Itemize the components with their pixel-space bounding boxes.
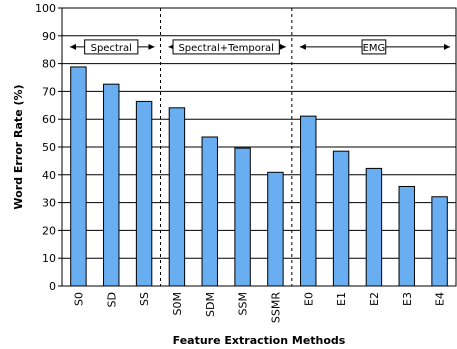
y-axis-title: Word Error Rate (%) (12, 84, 25, 209)
x-tick-label: SSM (237, 292, 250, 315)
bar-ssm (234, 147, 251, 287)
x-tick-label: E3 (401, 292, 414, 306)
bar-s0 (70, 66, 87, 287)
x-tick-label: SDM (204, 292, 217, 317)
bar-ssmr (267, 171, 284, 287)
group-arrow-head-left (299, 43, 306, 50)
bar-ss (135, 100, 153, 287)
x-tick-labels: S0 SD SS S0M SDM SSM SSMR E0 E1 E2 E3 E4 (72, 292, 446, 323)
y-tick-label: 50 (42, 141, 56, 154)
group-label-box (84, 39, 139, 55)
group-separators (160, 8, 293, 286)
group-arrow-head-right (444, 43, 450, 50)
bar-sd (103, 83, 120, 287)
x-tick-label: E1 (335, 292, 348, 306)
y-tick-label: 20 (42, 224, 56, 237)
y-tick-label: 100 (35, 2, 56, 15)
bars (70, 66, 448, 287)
bar-s0m (168, 107, 186, 287)
y-tick-label: 0 (49, 280, 56, 293)
group-arrow-head-right (279, 43, 286, 50)
group-label-box (172, 39, 280, 55)
group-arrow-head-right (148, 43, 155, 50)
y-tick-label: 90 (42, 30, 56, 43)
bar-e3 (398, 185, 415, 287)
x-tick-label: S0 (72, 292, 85, 306)
bar-e1 (332, 150, 350, 287)
x-tick-label: SSMR (269, 292, 282, 323)
x-tick-label: E2 (368, 292, 381, 306)
y-tick-label: 40 (42, 169, 56, 182)
x-axis-title: Feature Extraction Methods (173, 334, 346, 347)
x-tick-label: SS (138, 292, 151, 306)
y-tick-label: 30 (42, 197, 56, 210)
bar-sdm (201, 136, 218, 287)
group-label: Spectral+Temporal (178, 43, 273, 54)
y-tick-label: 80 (42, 58, 56, 71)
group-annotations: Spectral Spectral+Temporal EMG (70, 39, 450, 55)
x-tick-label: SD (105, 292, 118, 307)
x-tick-label: S0M (171, 292, 184, 315)
bar-e0 (300, 115, 317, 287)
group-label-box (361, 39, 387, 55)
y-tick-label: 70 (42, 85, 56, 98)
y-tick-label: 10 (42, 252, 56, 265)
group-label: Spectral (91, 43, 132, 54)
y-tick-label: 60 (42, 113, 56, 126)
y-tick-labels: 0 10 20 30 40 50 60 70 80 90 100 (35, 2, 62, 293)
bar-e2 (365, 167, 383, 287)
x-tick-label: E4 (434, 292, 447, 306)
x-tick-label: E0 (302, 292, 315, 306)
bar-e4 (431, 196, 448, 287)
group-label: EMG (363, 43, 386, 54)
group-arrow-head-left (70, 43, 76, 50)
